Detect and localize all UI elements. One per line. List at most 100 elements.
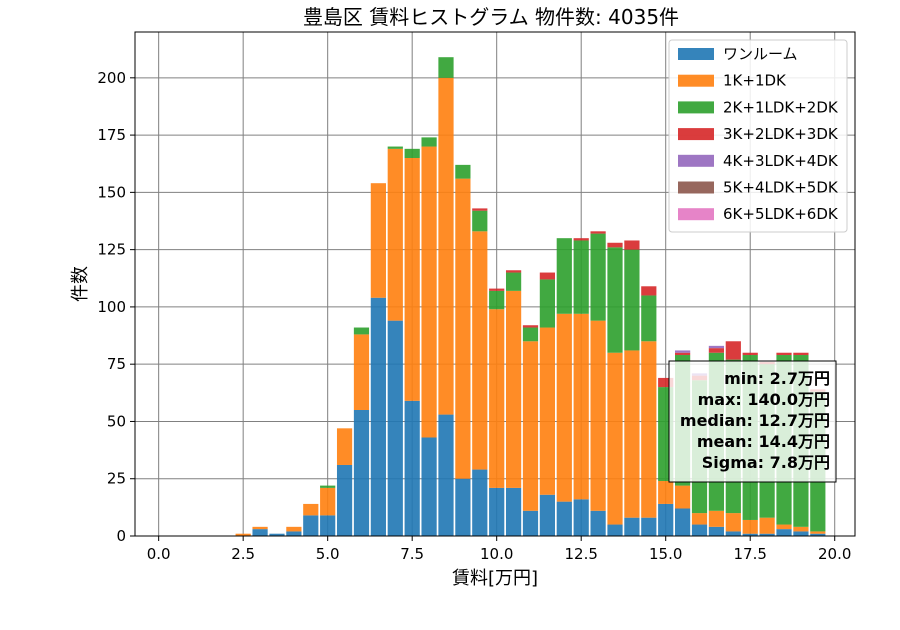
bar-segment: [624, 517, 640, 536]
bar-segment: [539, 327, 555, 495]
bar-segment: [641, 286, 657, 296]
bar-segment: [624, 240, 640, 250]
bar-segment: [725, 341, 741, 360]
bar-segment: [539, 279, 555, 328]
bar-segment: [539, 494, 555, 536]
bar-segment: [370, 297, 386, 536]
bar-segment: [387, 146, 403, 149]
stats-line: max: 140.0万円: [698, 390, 830, 409]
bar-segment: [793, 526, 809, 532]
bar-segment: [590, 320, 606, 511]
y-tick-label: 50: [107, 412, 126, 430]
bar-segment: [556, 238, 572, 314]
bar-segment: [505, 487, 522, 536]
bar-segment: [691, 513, 708, 525]
bar-segment: [455, 178, 471, 479]
stats-line: mean: 14.4万円: [697, 432, 830, 451]
x-tick-label: 5.0: [316, 545, 340, 563]
bar-segment: [573, 240, 589, 314]
bar-segment: [522, 341, 539, 511]
bar-segment: [489, 309, 505, 488]
bar-segment: [286, 531, 302, 536]
legend-label: 5K+4LDK+5DK: [723, 179, 839, 197]
bar-segment: [725, 513, 741, 532]
plot-frame: [134, 31, 856, 537]
bar-segment: [286, 526, 302, 532]
bar-segment: [590, 510, 606, 536]
bar-segment: [353, 410, 370, 536]
bar-segment: [252, 529, 268, 536]
bar-segment: [810, 533, 826, 536]
bar-segment: [303, 503, 319, 516]
bar-segment: [776, 352, 792, 356]
x-axis-label: 賃料[万円]: [452, 568, 538, 589]
bar-segment: [708, 348, 725, 353]
legend-swatch: [678, 181, 714, 194]
legend-label: 4K+3LDK+4DK: [723, 152, 839, 170]
bar-segment: [573, 499, 589, 536]
bar-segment: [269, 533, 285, 536]
bar-segment: [590, 233, 606, 321]
bar-segment: [573, 313, 589, 500]
x-tick-label: 15.0: [649, 545, 682, 563]
bar-segment: [658, 481, 674, 504]
legend-swatch: [678, 48, 714, 60]
bar-segment: [742, 519, 758, 534]
x-tick-label: 0.0: [147, 545, 171, 563]
bar-segment: [472, 231, 488, 470]
bar-segment: [353, 327, 370, 335]
bar-segment: [303, 515, 319, 536]
y-tick-label: 75: [107, 355, 126, 373]
bar-segment: [472, 210, 488, 232]
bar-segment: [455, 164, 471, 179]
legend-swatch: [678, 208, 714, 221]
bar-segment: [472, 469, 488, 536]
bar-segment: [438, 57, 454, 78]
bar-segment: [742, 352, 758, 356]
bar-segment: [641, 341, 657, 518]
legend-swatch: [678, 74, 714, 87]
bar-segment: [421, 437, 437, 536]
bar-segment: [522, 510, 539, 536]
bar-segment: [387, 320, 403, 536]
bar-segment: [776, 524, 792, 530]
bar-segment: [489, 487, 505, 536]
chart-title: 豊島区 賃料ヒストグラム 物件数: 4035件: [303, 5, 679, 29]
y-tick-label: 150: [97, 183, 126, 201]
x-tick-label: 7.5: [400, 545, 424, 563]
bar-segment: [607, 352, 623, 525]
bar-segment: [607, 242, 623, 248]
bar-segment: [252, 526, 268, 530]
y-tick-label: 175: [97, 126, 126, 144]
stats-line: median: 12.7万円: [680, 411, 830, 430]
bar-segment: [320, 487, 336, 516]
bar-segment: [624, 249, 640, 351]
y-axis-label: 件数: [70, 266, 91, 302]
bar-segment: [641, 295, 657, 342]
bar-segment: [387, 148, 403, 321]
bar-segment: [658, 503, 674, 536]
y-tick-label: 25: [107, 470, 126, 488]
bar-segment: [556, 313, 572, 502]
bar-segment: [675, 508, 691, 536]
bar-segment: [421, 137, 437, 147]
y-tick-label: 0: [116, 527, 126, 545]
bar-segment: [320, 485, 336, 488]
bar-segment: [742, 533, 758, 536]
bar-segment: [624, 350, 640, 518]
stats-line: min: 2.7万円: [724, 369, 830, 388]
bar-segment: [641, 517, 657, 536]
bar-segment: [421, 146, 437, 438]
bar-segment: [522, 327, 539, 342]
bar-segment: [725, 531, 741, 536]
bar-segment: [691, 524, 708, 536]
bar-segment: [708, 526, 725, 536]
bar-segment: [759, 533, 775, 536]
legend: ワンルーム 1K+1DK 2K+1LDK+2DK 3K+2LDK+3DK 4K+3LDK…: [668, 39, 848, 233]
x-tick-label: 2.5: [231, 545, 255, 563]
bar-segment: [336, 428, 353, 465]
bar-segment: [675, 485, 691, 509]
bar-segment: [675, 350, 691, 353]
axis-ticks: 0.0 2.5 5.0 7.5 10.0 12.5 15.0 17.5 20.0 0 25 50 75 1…: [97, 69, 851, 563]
